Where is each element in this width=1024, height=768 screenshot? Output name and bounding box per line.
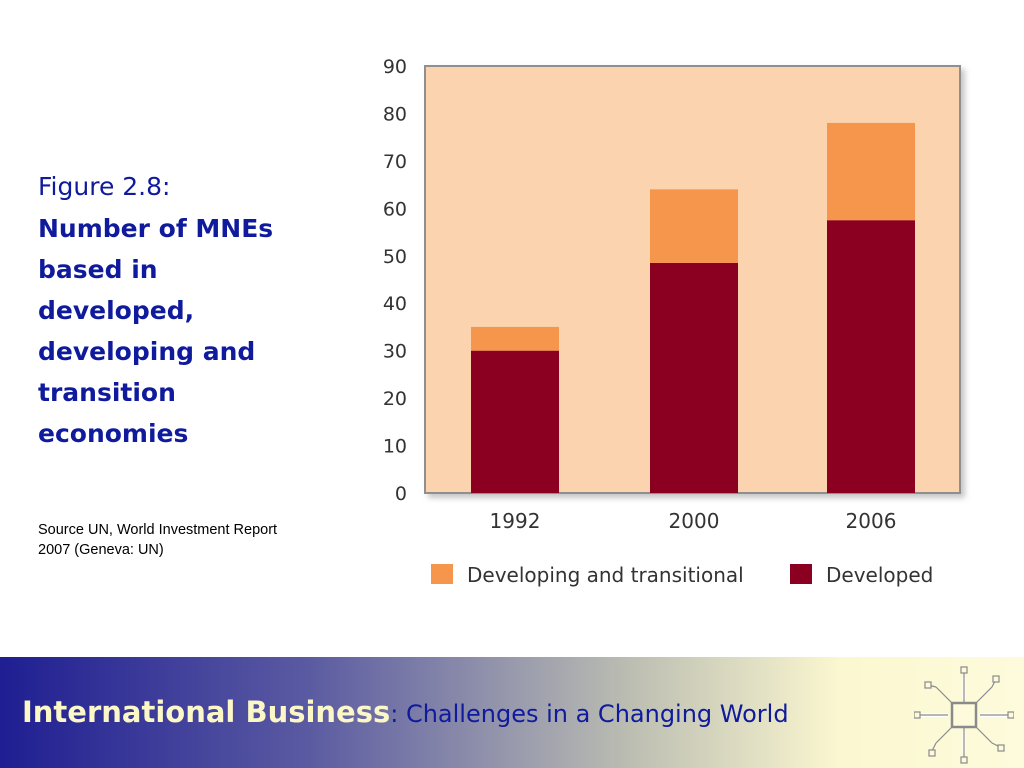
y-tick-label: 20 [383, 388, 407, 410]
y-tick-label: 50 [383, 246, 407, 268]
book-title: International Business [22, 695, 391, 729]
y-tick-label: 40 [383, 293, 407, 315]
bar-segment-developing-and-transitional-1992 [471, 326, 559, 351]
legend-label: Developing and transitional [467, 563, 744, 587]
figure-title-line: transition [38, 378, 176, 407]
legend-swatch [431, 564, 453, 584]
source-note: Source UN, World Investment Report 2007 … [38, 520, 338, 560]
footer-banner: International Business: Challenges in a … [0, 657, 1024, 768]
bar-segment-developed-2006 [827, 220, 915, 493]
source-line: Source UN, World Investment Report [38, 522, 278, 538]
figure-title-line: based in [38, 255, 158, 284]
figure-title: Number of MNEs based in developed, devel… [38, 208, 338, 454]
y-tick-label: 80 [383, 103, 407, 125]
legend-swatch [790, 564, 812, 584]
bars [471, 122, 915, 493]
source-line: 2007 (Geneva: UN) [38, 542, 164, 558]
stacked-bar-chart: 0 10 20 30 40 50 60 70 80 90 1992 2000 2006 Develop… [383, 56, 961, 587]
x-axis: 1992 2000 2006 [490, 509, 897, 533]
y-tick-label: 30 [383, 341, 407, 363]
figure-title-line: Number of MNEs [38, 214, 274, 243]
figure-number: Figure 2.8: [38, 172, 171, 201]
bar-segment-developed-2000 [650, 262, 738, 493]
bar-segment-developed-1992 [471, 350, 559, 493]
y-axis: 0 10 20 30 40 50 60 70 80 90 [383, 56, 407, 505]
bar-segment-developing-and-transitional-2000 [650, 189, 738, 263]
x-tick-label: 2000 [669, 509, 720, 533]
figure-caption: Figure 2.8: Number of MNEs based in deve… [38, 166, 338, 454]
legend-label: Developed [826, 563, 933, 587]
figure-title-line: developing and [38, 337, 256, 366]
legend: Developing and transitional Developed [431, 563, 933, 587]
y-tick-label: 0 [395, 483, 407, 505]
y-tick-label: 90 [383, 56, 407, 78]
network-logo-icon [914, 666, 1014, 764]
figure-title-line: economies [38, 419, 189, 448]
y-tick-label: 70 [383, 151, 407, 173]
figure-title-line: developed, [38, 296, 195, 325]
y-tick-label: 60 [383, 198, 407, 220]
book-subtitle: : Challenges in a Changing World [390, 700, 789, 728]
x-tick-label: 2006 [846, 509, 897, 533]
bar-segment-developing-and-transitional-2006 [827, 122, 915, 221]
x-tick-label: 1992 [490, 509, 541, 533]
footer-text: International Business: Challenges in a … [22, 695, 789, 729]
y-tick-label: 10 [383, 436, 407, 458]
